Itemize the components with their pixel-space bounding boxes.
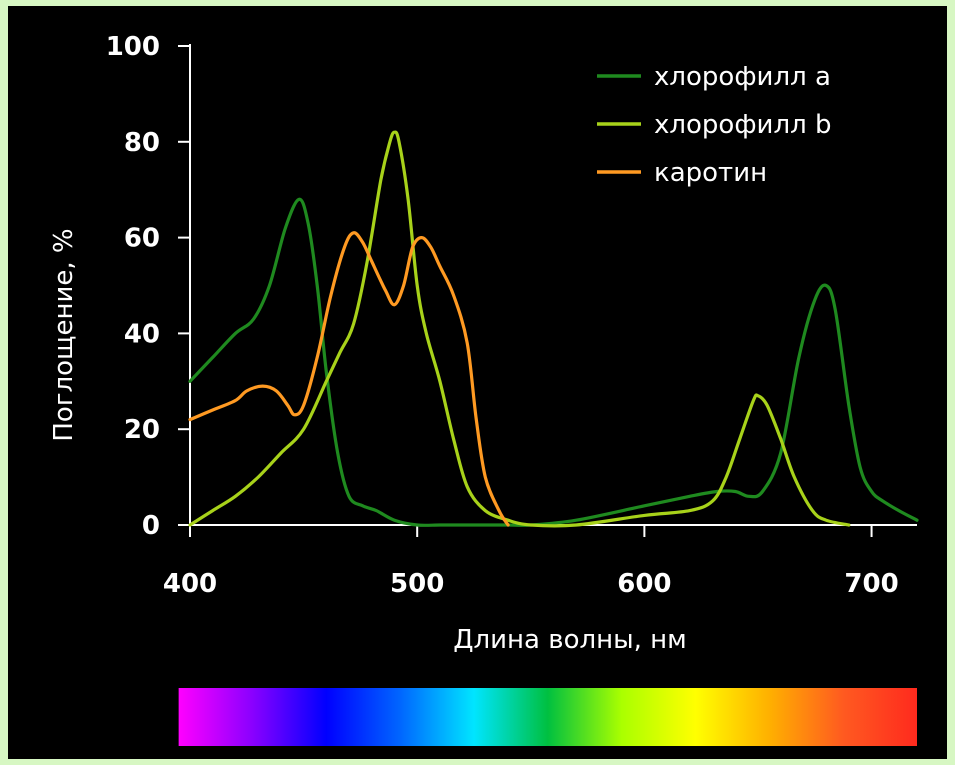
y-axis-title: Поглощение, %: [49, 228, 79, 441]
legend-label: хлорофилл b: [654, 110, 831, 140]
x-axis-title: Длина волны, нм: [453, 625, 687, 655]
visible-spectrum-bar: [178, 688, 917, 746]
plot-area: [188, 130, 919, 528]
y-tick-label: 80: [124, 128, 160, 158]
y-tick-label: 100: [106, 32, 160, 62]
x-tick-label: 500: [390, 569, 444, 599]
series-carotene-line: [188, 231, 510, 527]
series-chlorophyll-b-line: [188, 130, 851, 528]
legend-label: каротин: [654, 158, 767, 188]
y-tick-label: 60: [124, 224, 160, 254]
x-tick-label: 700: [844, 569, 898, 599]
x-tick-label: 400: [163, 569, 217, 599]
axes: 0 20 40 60 80 100 400 500 600 700: [106, 32, 917, 599]
y-tick-label: 40: [124, 319, 160, 349]
series-chlorophyll-a-line: [188, 197, 919, 527]
legend: хлорофилл a хлорофилл b каротин: [597, 62, 831, 188]
x-tick-label: 600: [617, 569, 671, 599]
y-tick-label: 0: [142, 511, 160, 541]
chart-background: [8, 6, 947, 759]
legend-label: хлорофилл a: [654, 62, 831, 92]
y-tick-label: 20: [124, 415, 160, 445]
